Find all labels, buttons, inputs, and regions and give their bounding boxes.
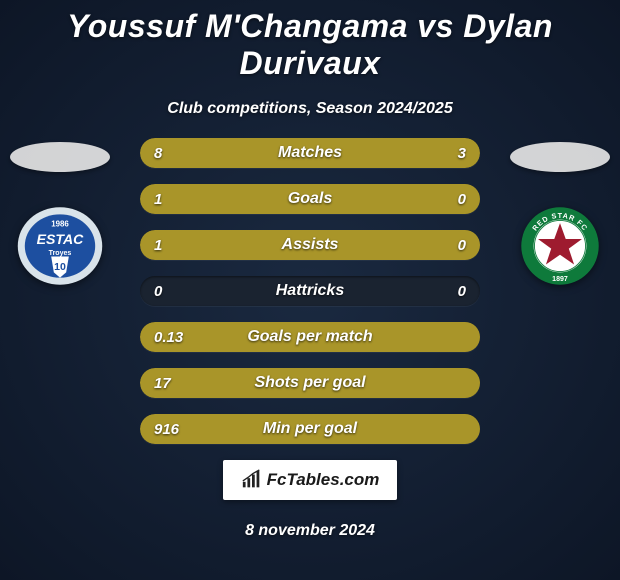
brand-text: FcTables.com — [267, 470, 380, 490]
subtitle: Club competitions, Season 2024/2025 — [0, 100, 620, 118]
stat-bar-left — [140, 138, 385, 168]
left-ellipse — [10, 142, 110, 172]
svg-text:Troyes: Troyes — [49, 250, 72, 257]
stat-row: Min per goal916 — [140, 414, 480, 444]
left-team-block: 1986 ESTAC Troyes 10 — [10, 142, 110, 290]
chart-icon — [241, 469, 263, 491]
stat-row: Assists10 — [140, 230, 480, 260]
stat-row: Matches83 — [140, 138, 480, 168]
right-team-block: RED STAR FC 1897 — [510, 142, 610, 290]
snapshot-date: 8 november 2024 — [0, 522, 620, 540]
svg-text:1986: 1986 — [51, 220, 69, 229]
stat-row: Hattricks0 0 — [140, 276, 480, 306]
stat-bar-left — [140, 322, 480, 352]
stat-bars: Matches83 Goals10 Assists10 Hattricks0 0 Goal… — [140, 138, 480, 444]
stat-value-left: 0 — [154, 283, 162, 300]
right-team-badge-icon: RED STAR FC 1897 — [510, 202, 610, 290]
svg-text:1897: 1897 — [552, 276, 568, 283]
stat-value-right: 0 — [458, 283, 466, 300]
stat-bar-left — [140, 230, 480, 260]
svg-text:10: 10 — [54, 261, 66, 273]
stat-row: Goals per match0.13 — [140, 322, 480, 352]
stat-row: Shots per goal17 — [140, 368, 480, 398]
right-ellipse — [510, 142, 610, 172]
svg-text:ESTAC: ESTAC — [37, 231, 85, 247]
stat-row: Goals10 — [140, 184, 480, 214]
stat-label: Hattricks — [140, 282, 480, 300]
stat-bar-left — [140, 368, 480, 398]
stat-bar-right — [385, 138, 480, 168]
stat-bar-left — [140, 414, 480, 444]
left-team-badge-icon: 1986 ESTAC Troyes 10 — [10, 202, 110, 290]
page-title: Youssuf M'Changama vs Dylan Durivaux — [0, 0, 620, 82]
brand-badge: FcTables.com — [223, 460, 397, 500]
stat-bar-left — [140, 184, 480, 214]
comparison-panel: 1986 ESTAC Troyes 10 RED STAR FC 1897 — [0, 138, 620, 444]
